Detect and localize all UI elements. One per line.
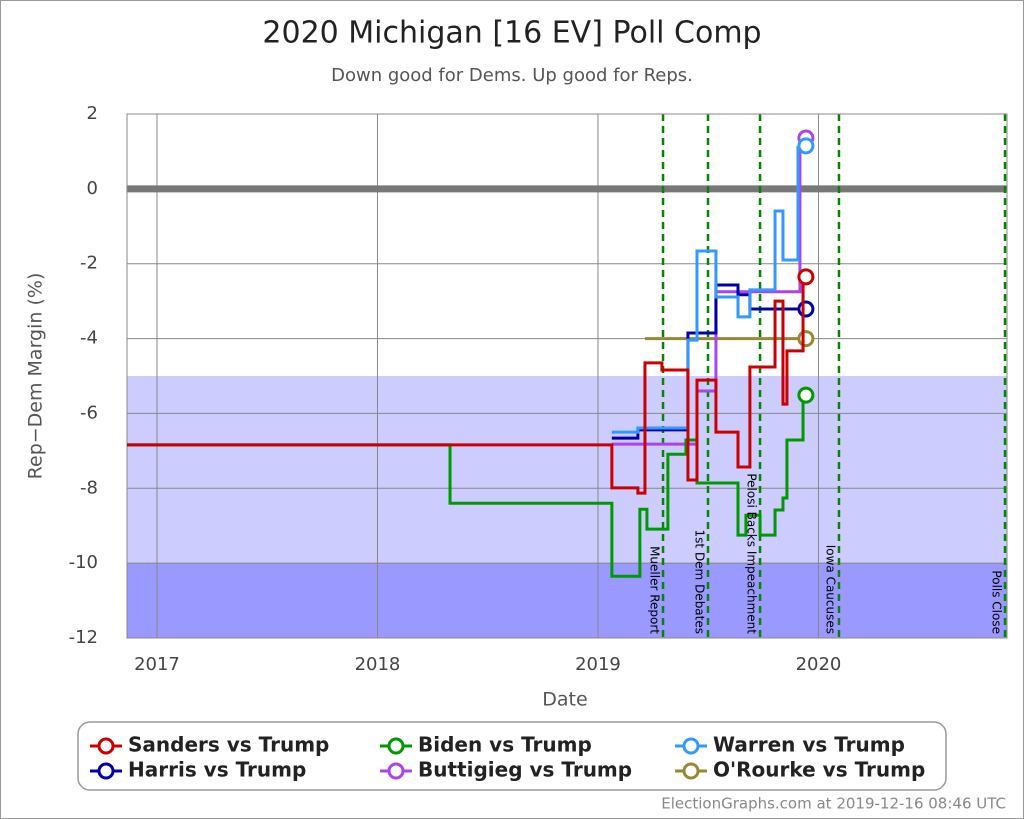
y-tick-label: -12 xyxy=(69,627,98,648)
event-label: Pelosi Backs Impeachment xyxy=(745,473,759,634)
chart-subtitle: Down good for Dems. Up good for Reps. xyxy=(331,65,693,86)
plot-border xyxy=(126,113,1008,639)
legend xyxy=(77,721,947,791)
legend-label: Harris vs Trump xyxy=(128,758,306,782)
legend-label: Buttigieg vs Trump xyxy=(418,758,632,782)
legend-marker xyxy=(682,737,700,755)
y-tick-label: -4 xyxy=(80,328,98,349)
end-marker xyxy=(797,386,815,404)
legend-marker xyxy=(97,737,115,755)
event-label: Polls Close xyxy=(990,570,1004,634)
end-marker xyxy=(797,330,815,348)
legend-marker xyxy=(387,762,405,780)
y-tick-label: 0 xyxy=(87,178,98,199)
event-label: Iowa Caucuses xyxy=(823,545,837,634)
y-axis-label: Rep−Dem Margin (%) xyxy=(25,273,47,480)
y-tick-label: -8 xyxy=(80,477,98,498)
x-tick-label: 2019 xyxy=(575,654,621,675)
footer: ElectionGraphs.com at 2019-12-16 08:46 U… xyxy=(661,795,1006,813)
chart-title: 2020 Michigan [16 EV] Poll Comp xyxy=(262,16,761,51)
end-marker xyxy=(797,300,815,318)
legend-marker xyxy=(387,737,405,755)
legend-label: Sanders vs Trump xyxy=(128,733,329,757)
legend-label: Warren vs Trump xyxy=(713,733,905,757)
y-tick-label: 2 xyxy=(87,103,98,124)
y-tick-label: -2 xyxy=(80,253,98,274)
y-tick-label: -6 xyxy=(80,402,98,423)
series-line xyxy=(127,275,806,495)
event-label: 1st Dem Debates xyxy=(693,530,707,634)
x-tick-label: 2020 xyxy=(796,654,842,675)
end-marker xyxy=(797,268,815,286)
legend-marker xyxy=(97,762,115,780)
x-tick-label: 2018 xyxy=(355,654,401,675)
x-tick-label: 2017 xyxy=(134,654,180,675)
series-line xyxy=(127,393,806,578)
y-tick-label: -10 xyxy=(69,552,98,573)
x-axis-label: Date xyxy=(542,689,587,711)
plot-area xyxy=(126,113,1008,639)
legend-marker xyxy=(682,762,700,780)
band xyxy=(127,563,1007,638)
end-marker xyxy=(797,137,815,155)
band xyxy=(127,376,1007,564)
legend-label: Biden vs Trump xyxy=(418,733,592,757)
legend-label: O'Rourke vs Trump xyxy=(713,758,925,782)
event-label: Mueller Report xyxy=(648,546,662,634)
